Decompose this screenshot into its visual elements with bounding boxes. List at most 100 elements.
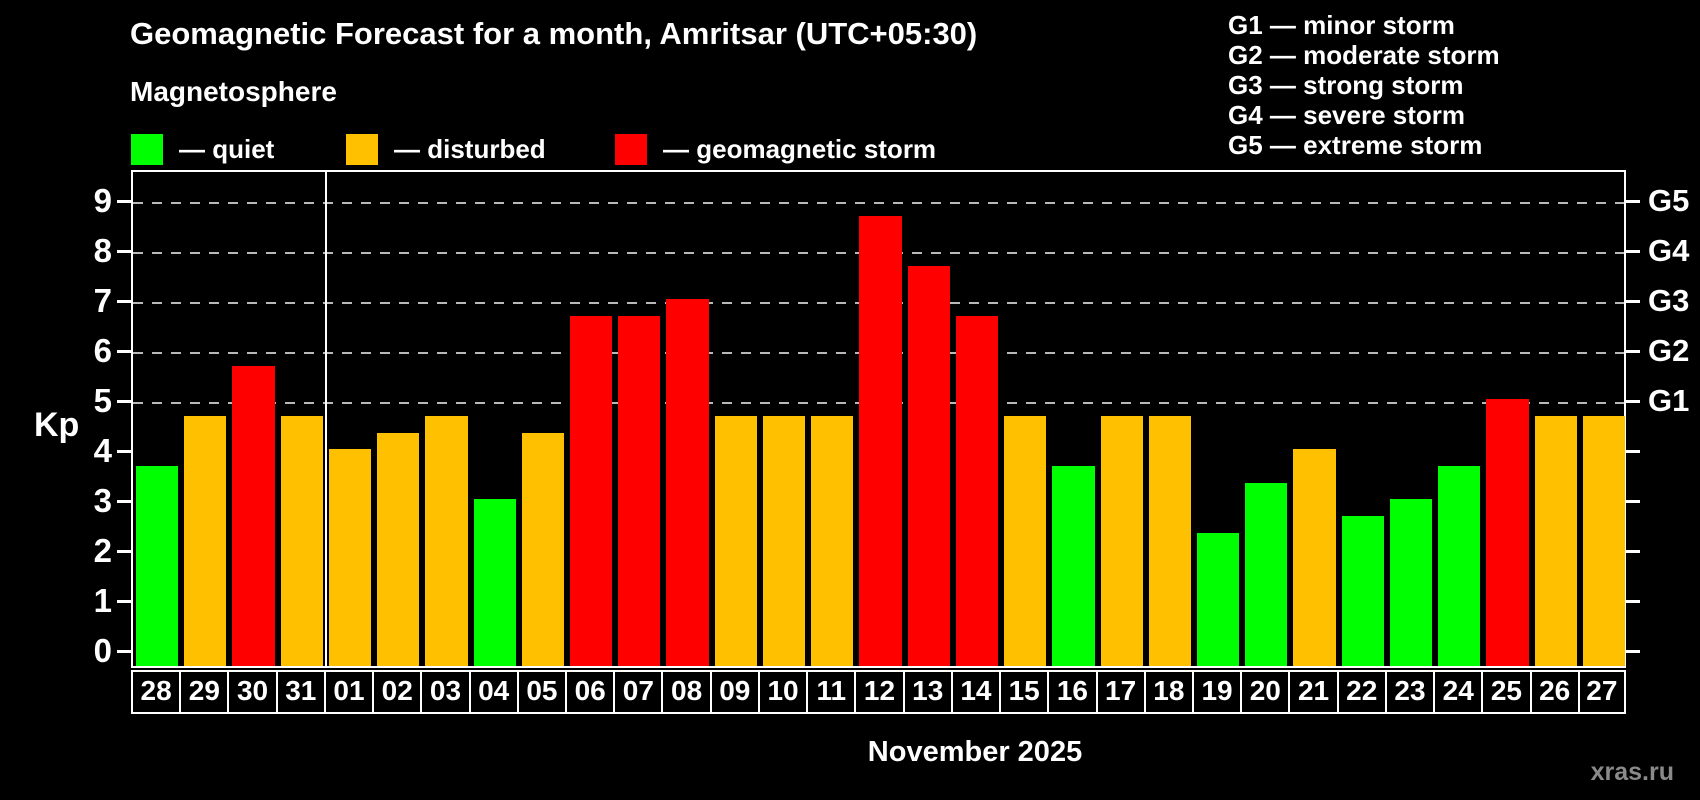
y-tick-right-0 (1626, 650, 1640, 653)
day-label-02: 02 (372, 670, 423, 714)
day-label-30: 30 (227, 670, 278, 714)
day-label-04: 04 (468, 670, 519, 714)
y-tick-left-3 (117, 500, 131, 503)
g-legend-line-3: G3 — strong storm (1228, 70, 1464, 100)
g-scale-legend: G1 — minor storm G2 — moderate storm G3 — … (1228, 10, 1500, 160)
kp-bar-day-29 (184, 415, 227, 666)
g-legend-line-2: G2 — moderate storm (1228, 40, 1500, 70)
kp-bar-day-31 (280, 415, 323, 666)
day-label-08: 08 (661, 670, 712, 714)
day-label-05: 05 (516, 670, 568, 714)
y-tick-label-1: 1 (93, 582, 112, 619)
day-label-07: 07 (613, 670, 664, 714)
kp-bar-day-15 (1004, 415, 1047, 666)
month-boundary-line (324, 172, 327, 666)
day-label-15: 15 (999, 670, 1050, 714)
chart-subtitle: Magnetosphere (130, 76, 337, 107)
y-tick-label-2: 2 (93, 532, 112, 569)
day-label-25: 25 (1481, 670, 1532, 714)
y-tick-left-6 (117, 350, 131, 353)
y-tick-right-2 (1626, 550, 1640, 553)
legend-item-storm: — geomagnetic storm (615, 130, 936, 168)
y-tick-label-8: 8 (93, 232, 112, 269)
legend-item-disturbed: — disturbed (346, 130, 546, 168)
kp-bar-day-17 (1100, 415, 1143, 666)
day-label-13: 13 (902, 670, 953, 714)
day-label-17: 17 (1095, 670, 1146, 714)
kp-bar-day-08 (666, 299, 709, 666)
kp-bar-day-30 (232, 365, 275, 666)
plot-area (131, 170, 1626, 668)
kp-bar-day-09 (714, 415, 757, 666)
chart-title: Geomagnetic Forecast for a month, Amrits… (130, 16, 978, 51)
day-label-01: 01 (323, 670, 375, 714)
kp-bar-day-21 (1293, 449, 1336, 666)
kp-bar-day-14 (955, 315, 999, 666)
g-legend-line-1: G1 — minor storm (1228, 10, 1455, 40)
legend-item-quiet: — quiet (131, 130, 274, 168)
kp-bar-day-02 (377, 432, 420, 666)
y-tick-left-1 (117, 600, 131, 603)
y-tick-label-6: 6 (93, 332, 112, 369)
kp-bar-day-25 (1486, 399, 1529, 666)
day-label-24: 24 (1433, 670, 1484, 714)
x-axis-title: November 2025 (867, 736, 1083, 768)
day-label-12: 12 (854, 670, 905, 714)
g-axis-label-G3: G3 (1648, 283, 1690, 318)
day-label-18: 18 (1143, 670, 1194, 714)
y-tick-label-7: 7 (93, 282, 112, 319)
kp-bar-day-22 (1341, 515, 1384, 666)
kp-bar-day-13 (907, 265, 950, 666)
y-tick-label-4: 4 (93, 432, 112, 469)
day-label-31: 31 (275, 670, 326, 714)
g-axis-label-G4: G4 (1648, 233, 1690, 268)
quiet-swatch-icon (131, 133, 163, 165)
day-label-28: 28 (131, 670, 182, 714)
disturbed-swatch-icon (346, 133, 378, 165)
legend-label-disturbed: — disturbed (394, 133, 546, 164)
kp-bar-day-26 (1534, 415, 1577, 666)
y-tick-left-9 (117, 200, 131, 203)
day-label-14: 14 (950, 670, 1002, 714)
kp-bar-day-11 (811, 415, 854, 666)
y-tick-left-0 (117, 650, 131, 653)
day-label-22: 22 (1336, 670, 1387, 714)
kp-bar-day-27 (1582, 415, 1625, 666)
day-label-26: 26 (1529, 670, 1580, 714)
kp-bar-day-18 (1148, 415, 1191, 666)
g-legend-line-4: G4 — severe storm (1228, 100, 1466, 130)
y-tick-right-6 (1626, 350, 1640, 353)
kp-bar-day-03 (425, 415, 468, 666)
y-tick-left-5 (117, 400, 131, 403)
y-tick-right-9 (1626, 200, 1640, 203)
kp-bar-day-07 (618, 315, 661, 666)
y-tick-right-1 (1626, 600, 1640, 603)
y-tick-label-5: 5 (93, 382, 112, 419)
day-label-10: 10 (757, 670, 809, 714)
kp-bar-day-23 (1389, 499, 1433, 666)
kp-bar-day-01 (328, 449, 372, 666)
gridline-kp-9 (133, 202, 1624, 204)
y-tick-label-9: 9 (93, 182, 112, 219)
g-legend-line-5: G5 — extreme storm (1228, 130, 1483, 160)
kp-bar-day-06 (570, 315, 613, 666)
y-axis-title: Kp (34, 406, 80, 444)
kp-bar-day-20 (1245, 482, 1288, 666)
day-label-03: 03 (420, 670, 471, 714)
g-axis-label-G1: G1 (1648, 383, 1690, 418)
day-label-11: 11 (806, 670, 857, 714)
day-label-20: 20 (1240, 670, 1291, 714)
y-tick-right-7 (1626, 300, 1640, 303)
y-tick-label-3: 3 (93, 482, 112, 519)
watermark: xras.ru (1590, 758, 1674, 786)
kp-bar-day-16 (1052, 465, 1095, 666)
day-label-16: 16 (1047, 670, 1098, 714)
kp-bar-day-10 (762, 415, 806, 666)
day-label-19: 19 (1191, 670, 1243, 714)
y-tick-right-4 (1626, 450, 1640, 453)
kp-bar-day-05 (521, 432, 565, 666)
y-tick-right-5 (1626, 400, 1640, 403)
legend-label-storm: — geomagnetic storm (663, 133, 937, 164)
legend-label-quiet: — quiet (179, 133, 275, 164)
